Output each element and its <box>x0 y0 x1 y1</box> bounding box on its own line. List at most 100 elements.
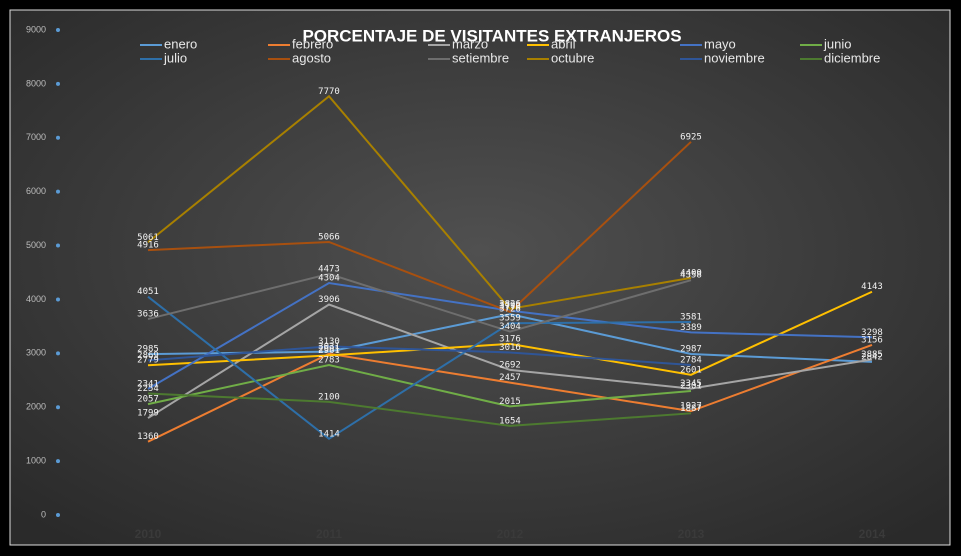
y-tick-label: 4000 <box>26 294 46 304</box>
data-label: 3636 <box>137 310 159 320</box>
data-label: 3581 <box>680 313 702 323</box>
series-line <box>147 313 873 363</box>
legend-label: mayo <box>704 36 736 51</box>
data-label: 3298 <box>861 328 883 338</box>
series-line <box>147 303 873 419</box>
chart-title: PORCENTAJE DE VISITANTES EXTRANJEROS <box>302 26 681 45</box>
data-label: 6925 <box>680 132 702 142</box>
y-tick-mark <box>56 28 60 32</box>
data-label: 3826 <box>499 299 521 309</box>
y-tick-label: 1000 <box>26 455 46 465</box>
series-line <box>147 272 692 333</box>
data-label: 2015 <box>499 397 521 407</box>
series-line <box>147 94 692 310</box>
y-tick-label: 2000 <box>26 402 46 412</box>
data-label: 4143 <box>861 282 883 292</box>
x-tick-label: 2011 <box>316 527 342 541</box>
series-line <box>147 392 692 427</box>
plot-background <box>9 9 951 546</box>
y-tick-label: 9000 <box>26 24 46 34</box>
data-label: 2345 <box>680 379 702 389</box>
y-tick-mark <box>56 351 60 356</box>
data-label: 4304 <box>318 274 340 284</box>
series-line <box>147 345 692 366</box>
legend-label: agosto <box>292 50 331 65</box>
legend-label: julio <box>163 50 187 65</box>
data-label: 3389 <box>680 323 702 333</box>
x-tick-label: 2012 <box>497 527 524 541</box>
y-tick-mark <box>56 135 60 140</box>
y-tick-mark <box>56 243 60 248</box>
data-label: 2301 <box>680 382 702 392</box>
y-tick-label: 7000 <box>26 132 46 142</box>
data-label: 2869 <box>137 351 159 361</box>
y-tick-label: 8000 <box>26 78 46 88</box>
data-label: 2254 <box>137 384 159 394</box>
data-label: 1887 <box>680 404 702 414</box>
y-tick-mark <box>56 81 60 86</box>
y-tick-mark <box>56 513 60 517</box>
data-label: 3016 <box>499 343 521 353</box>
data-label: 2341 <box>137 379 159 389</box>
data-label: 3726 <box>499 305 521 315</box>
data-label: 4473 <box>318 264 340 274</box>
y-tick-mark <box>56 459 60 464</box>
data-label: 1927 <box>680 402 702 412</box>
data-label: 3031 <box>318 342 340 352</box>
data-label: 5066 <box>318 232 340 242</box>
series-line <box>147 290 873 376</box>
data-label: 2842 <box>861 352 883 362</box>
data-label: 4400 <box>680 268 702 278</box>
data-label: 2779 <box>137 356 159 366</box>
data-label: 4358 <box>680 271 702 281</box>
legend-label: setiembre <box>452 50 509 65</box>
data-label: 3404 <box>499 322 521 332</box>
data-label: 2885 <box>861 350 883 360</box>
data-label: 2457 <box>499 373 521 383</box>
legend-label: junio <box>823 36 851 51</box>
data-label: 2601 <box>680 365 702 375</box>
data-label: 2987 <box>680 345 702 355</box>
data-label: 7770 <box>318 87 340 97</box>
series-line <box>147 295 692 441</box>
y-tick-mark <box>56 405 60 410</box>
series-line <box>147 343 873 443</box>
data-label: 2961 <box>318 346 340 356</box>
legend-label: enero <box>164 36 197 51</box>
series-line <box>147 364 692 408</box>
data-label: 1360 <box>137 432 159 442</box>
x-tick-label: 2013 <box>678 527 705 541</box>
legend-label: octubre <box>551 50 594 65</box>
legend-label: marzo <box>452 36 488 51</box>
y-tick-label: 0 <box>41 509 46 519</box>
series-line <box>147 141 692 313</box>
x-tick-label: 2014 <box>859 527 886 541</box>
y-tick-label: 3000 <box>26 348 46 358</box>
data-label: 2783 <box>318 356 340 366</box>
data-label: 1414 <box>318 429 340 439</box>
y-tick-mark <box>56 189 60 194</box>
data-label: 2100 <box>318 392 340 402</box>
data-label: 2784 <box>680 355 702 365</box>
data-label: 3792 <box>499 301 521 311</box>
data-label: 4916 <box>137 241 159 251</box>
legend-label: noviembre <box>704 50 765 65</box>
y-tick-label: 6000 <box>26 186 46 196</box>
y-tick-mark <box>56 297 60 302</box>
data-label: 2692 <box>499 360 521 370</box>
legend-label: abril <box>551 36 576 51</box>
data-label: 2991 <box>318 344 340 354</box>
x-tick-label: 2010 <box>135 527 162 541</box>
legend-label: febrero <box>292 36 333 51</box>
data-label: 2985 <box>137 345 159 355</box>
data-label: 3770 <box>499 302 521 312</box>
data-label: 3156 <box>861 335 883 345</box>
data-label: 3906 <box>318 295 340 305</box>
data-label: 2057 <box>137 395 159 405</box>
data-label: 5061 <box>137 233 159 243</box>
data-label: 1654 <box>499 416 521 426</box>
data-label: 3130 <box>318 337 340 347</box>
data-label: 3176 <box>499 334 521 344</box>
y-tick-label: 5000 <box>26 240 46 250</box>
